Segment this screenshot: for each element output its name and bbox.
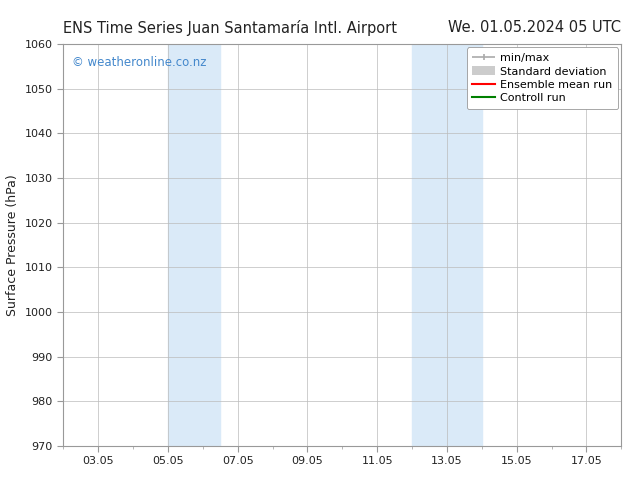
Bar <box>412 44 482 446</box>
Legend: min/max, Standard deviation, Ensemble mean run, Controll run: min/max, Standard deviation, Ensemble me… <box>467 48 618 109</box>
Text: © weatheronline.co.nz: © weatheronline.co.nz <box>72 56 206 69</box>
Bar <box>168 44 221 446</box>
Text: We. 01.05.2024 05 UTC: We. 01.05.2024 05 UTC <box>448 20 621 35</box>
Y-axis label: Surface Pressure (hPa): Surface Pressure (hPa) <box>6 174 19 316</box>
Text: ENS Time Series Juan Santamaría Intl. Airport: ENS Time Series Juan Santamaría Intl. Ai… <box>63 20 398 36</box>
